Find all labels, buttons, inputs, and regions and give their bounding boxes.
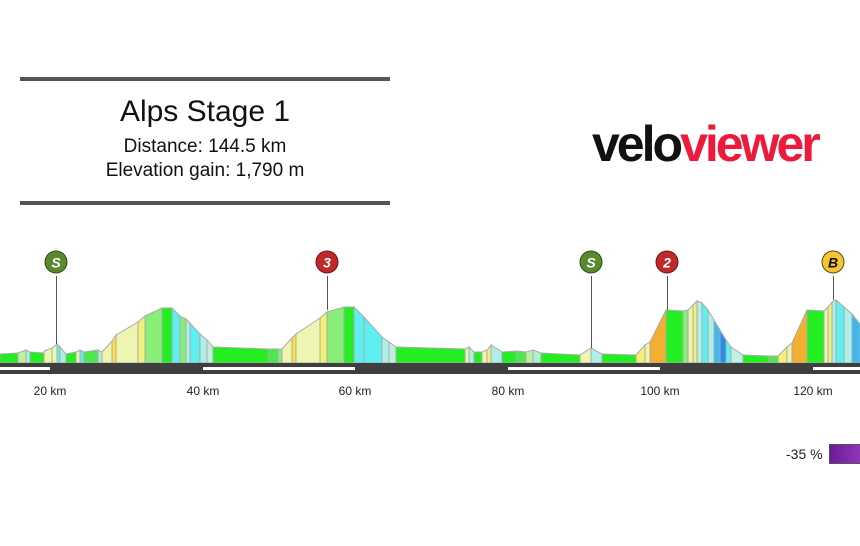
marker-climb-cat-2[interactable]: 2 (655, 250, 679, 274)
marker-climb-cat-3[interactable]: 3 (315, 250, 339, 274)
svg-text:S: S (586, 255, 596, 271)
svg-text:B: B (828, 255, 838, 271)
logo-velo: velo (592, 116, 683, 172)
x-tick-100km: 100 km (640, 384, 680, 398)
title-top-rule (20, 77, 390, 81)
marker-bonus[interactable]: B (821, 250, 845, 274)
svg-text:3: 3 (323, 255, 331, 271)
marker-sprint-1[interactable]: S (44, 250, 68, 274)
veloviewer-logo: veloviewer (592, 116, 821, 172)
x-tick-120km: 120 km (793, 384, 833, 398)
svg-text:2: 2 (662, 255, 671, 271)
svg-text:S: S (51, 255, 61, 271)
x-tick-80km: 80 km (491, 384, 525, 398)
stage-elevation-gain: Elevation gain: 1,790 m (105, 160, 305, 181)
x-tick-40km: 40 km (186, 384, 220, 398)
marker-sprint-2[interactable]: S (579, 250, 603, 274)
elevation-profile-chart: S 3 S 2 B (0, 250, 860, 374)
gradient-legend-min-label: -35 % (786, 446, 823, 462)
stage-title: Alps Stage 1 (119, 95, 291, 128)
logo-viewer: viewer (680, 116, 821, 172)
x-tick-20km: 20 km (33, 384, 67, 398)
marker-lines (56, 276, 834, 348)
stage-distance: Distance: 144.5 km (123, 136, 287, 157)
stage-info: Alps Stage 1 Distance: 144.5 km Elevatio… (20, 80, 390, 206)
road-bar (0, 363, 860, 374)
gradient-legend-swatch (829, 444, 860, 464)
x-tick-60km: 60 km (338, 384, 372, 398)
profile-segments (0, 298, 860, 364)
title-bottom-rule (20, 201, 390, 205)
